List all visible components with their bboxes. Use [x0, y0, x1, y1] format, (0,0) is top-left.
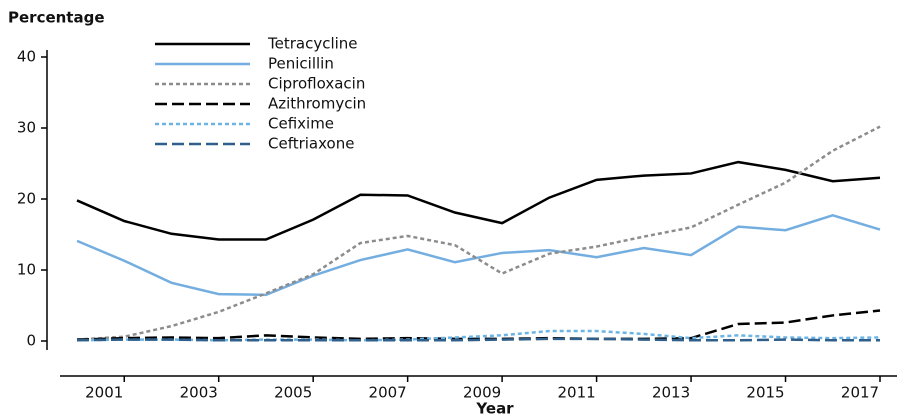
- legend-label: Azithromycin: [268, 95, 366, 113]
- y-axis-label: Percentage: [8, 9, 105, 27]
- series-line: [76, 337, 880, 342]
- x-tick-label: 2009: [463, 384, 501, 402]
- series-line: [76, 160, 881, 241]
- x-tick-label: 2011: [557, 384, 595, 402]
- legend-label: Cefixime: [268, 115, 334, 133]
- legend-label: Penicillin: [268, 55, 334, 73]
- legend-label: Tetracycline: [267, 35, 358, 53]
- x-tick-label: 2003: [180, 384, 218, 402]
- series-line: [76, 125, 881, 341]
- series-line: [76, 329, 881, 342]
- y-tick-label: 0: [26, 332, 36, 350]
- y-tick-label: 30: [17, 119, 36, 137]
- y-tick-label: 40: [17, 48, 36, 66]
- x-tick-label: 2005: [274, 384, 312, 402]
- y-tick-label: 10: [17, 261, 36, 279]
- series-line: [76, 214, 881, 297]
- x-tick-label: 2015: [746, 384, 784, 402]
- x-tick-label: 2001: [85, 384, 123, 402]
- legend-label: Ceftriaxone: [268, 135, 354, 153]
- x-axis-label: Year: [475, 400, 514, 418]
- x-tick-label: 2017: [841, 384, 879, 402]
- legend-label: Ciprofloxacin: [268, 75, 365, 93]
- x-tick-label: 2007: [369, 384, 407, 402]
- y-tick-label: 20: [17, 190, 36, 208]
- x-tick-label: 2013: [652, 384, 690, 402]
